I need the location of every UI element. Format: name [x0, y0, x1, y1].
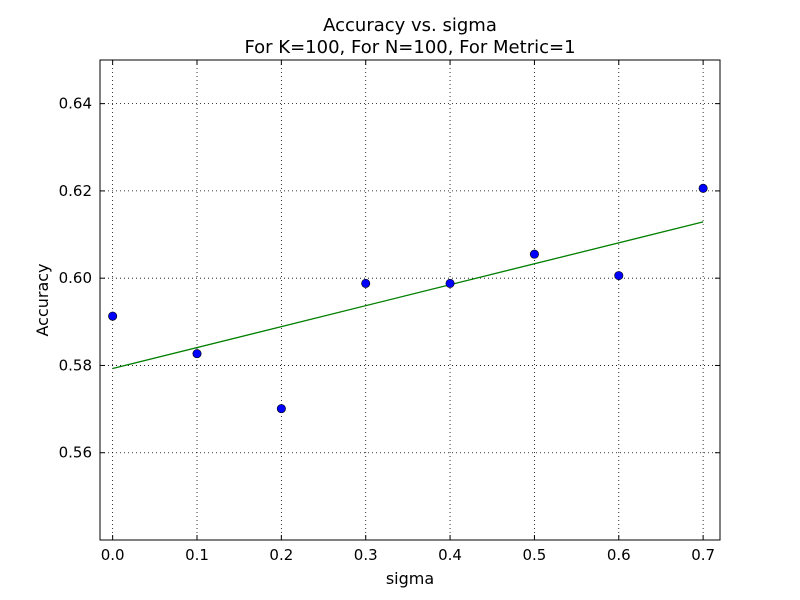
- data-point: [614, 271, 624, 281]
- chart-subtitle: For K=100, For N=100, For Metric=1: [244, 37, 575, 58]
- x-tick-label: 0.5: [522, 546, 546, 564]
- data-point: [361, 278, 371, 288]
- y-tick-label: 0.56: [59, 444, 92, 462]
- data-point: [529, 249, 539, 259]
- x-tick-label: 0.4: [438, 546, 462, 564]
- y-tick-label: 0.58: [59, 356, 92, 374]
- x-tick-label: 0.0: [101, 546, 125, 564]
- data-points: [108, 183, 708, 414]
- x-tick-label: 0.1: [185, 546, 209, 564]
- data-point: [276, 404, 286, 414]
- x-tick-labels: 0.0 0.1 0.2 0.3 0.4 0.5 0.6 0.7: [101, 546, 715, 564]
- chart-title: Accuracy vs. sigma: [323, 15, 497, 36]
- axis-ticks: [100, 60, 720, 540]
- fit-line: [112, 221, 704, 370]
- y-tick-labels: 0.56 0.58 0.60 0.62 0.64: [59, 95, 92, 462]
- data-point: [192, 349, 202, 359]
- fit-line-path: [112, 221, 704, 370]
- y-axis-label: Accuracy: [33, 263, 52, 336]
- x-tick-label: 0.7: [691, 546, 715, 564]
- x-tick-label: 0.3: [354, 546, 378, 564]
- data-point: [445, 278, 455, 288]
- x-tick-label: 0.6: [607, 546, 631, 564]
- plot-area-frame: [99, 59, 721, 541]
- y-tick-label: 0.62: [59, 182, 92, 200]
- x-tick-label: 0.2: [269, 546, 293, 564]
- x-axis-label: sigma: [386, 569, 434, 588]
- grid-lines: [100, 60, 720, 540]
- data-point: [108, 311, 118, 321]
- data-point: [698, 183, 708, 193]
- y-tick-label: 0.60: [59, 269, 92, 287]
- y-tick-label: 0.64: [59, 95, 92, 113]
